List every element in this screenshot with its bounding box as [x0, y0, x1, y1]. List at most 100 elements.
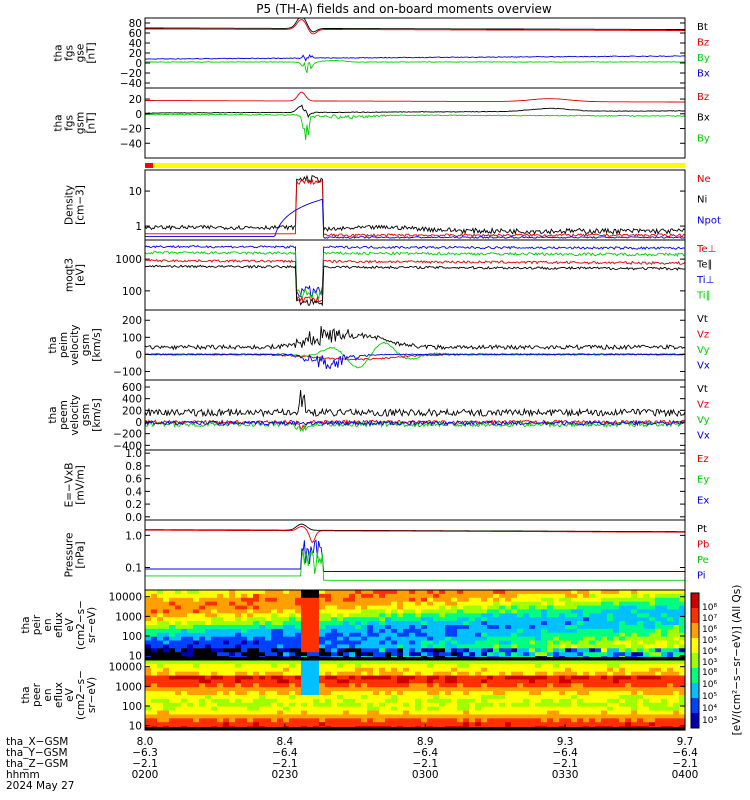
y-tick-label: 0.6: [125, 474, 142, 486]
spec-cell: [613, 722, 620, 727]
spec-cell: [337, 722, 344, 727]
y-tick-label: 0.1: [125, 563, 142, 575]
spec-cell: [565, 652, 572, 657]
spec-cell: [475, 695, 482, 700]
spec-cell: [661, 601, 668, 607]
spec-cell: [559, 663, 566, 669]
spec-cell: [613, 698, 620, 704]
spec-cell: [313, 644, 320, 649]
spec-cell: [523, 597, 530, 603]
spec-cell: [397, 663, 404, 669]
spec-cell: [361, 702, 368, 708]
y-axis-label: velocity: [69, 394, 81, 435]
spec-cell: [181, 593, 188, 599]
spec-cell: [265, 609, 272, 614]
spec-cell: [241, 675, 248, 681]
spec-cell: [637, 644, 644, 649]
spec-cell: [151, 706, 158, 712]
spec-cell: [397, 644, 404, 649]
spec-cell: [391, 714, 398, 719]
spec-cell: [553, 695, 560, 700]
spec-cell: [163, 601, 170, 607]
spec-cell: [415, 636, 422, 642]
spec-cell: [169, 679, 176, 684]
spec-cell: [151, 613, 158, 618]
spec-cell: [181, 644, 188, 649]
spec-cell: [367, 644, 374, 649]
spec-cell: [187, 679, 194, 684]
spec-cell: [145, 617, 152, 622]
spec-cell: [367, 671, 374, 677]
spec-cell: [409, 590, 416, 595]
spec-cell: [607, 663, 614, 669]
spec-cell: [349, 617, 356, 622]
spec-cell: [451, 660, 458, 665]
spec-cell: [163, 648, 170, 653]
spec-cell: [667, 632, 674, 638]
spec-cell: [517, 605, 524, 611]
spec-cell: [199, 660, 206, 665]
y-axis-label: gse: [75, 44, 87, 63]
spec-cell: [529, 706, 536, 712]
colorbar-tick: 10⁴: [702, 704, 717, 714]
spec-cell: [613, 621, 620, 626]
spec-cell: [577, 667, 584, 673]
spec-cell: [391, 636, 398, 642]
spec-cell: [319, 648, 326, 653]
spec-cell: [583, 695, 590, 700]
spec-cell: [283, 687, 290, 692]
spec-cell: [253, 601, 260, 607]
spec-cell: [451, 691, 458, 696]
spec-cell: [325, 714, 332, 719]
spec-cell: [307, 632, 314, 638]
spec-cell: [223, 652, 230, 657]
spec-cell: [403, 628, 410, 634]
spec-cell: [319, 597, 326, 603]
spec-cell: [379, 597, 386, 603]
spec-cell: [271, 593, 278, 599]
spec-cell: [229, 698, 236, 704]
spec-cell: [577, 605, 584, 611]
spec-cell: [145, 593, 152, 599]
spec-cell: [163, 679, 170, 684]
spec-cell: [547, 621, 554, 626]
spec-cell: [469, 652, 476, 657]
spec-cell: [523, 706, 530, 712]
spec-cell: [379, 648, 386, 653]
spec-cell: [601, 718, 608, 723]
spec-cell: [559, 714, 566, 719]
x-row-value: 0200: [132, 769, 159, 781]
spec-cell: [433, 632, 440, 638]
spec-cell: [211, 601, 218, 607]
plot-date: 2024 May 27: [6, 780, 74, 792]
y-axis-label: fgs: [64, 45, 76, 61]
spec-cell: [673, 660, 680, 665]
spec-cell: [475, 691, 482, 696]
spec-cell: [145, 687, 152, 692]
spec-cell: [541, 648, 548, 653]
spec-cell: [679, 706, 686, 712]
spec-cell: [385, 593, 392, 599]
plot-title: P5 (TH-A) fields and on-board moments ov…: [256, 2, 552, 16]
spec-cell: [487, 675, 494, 681]
spec-cell: [559, 648, 566, 653]
spec-cell: [577, 675, 584, 681]
spec-cell: [331, 671, 338, 677]
spec-cell: [145, 706, 152, 712]
spec-cell: [265, 632, 272, 638]
spec-cell: [151, 632, 158, 638]
spec-cell: [499, 660, 506, 665]
spec-cell: [577, 722, 584, 727]
spec-cell: [283, 617, 290, 622]
spec-cell: [397, 601, 404, 607]
spec-cell: [469, 698, 476, 704]
spec-cell: [181, 632, 188, 638]
spec-cell: [241, 687, 248, 692]
spec-cell: [613, 714, 620, 719]
spec-cell: [529, 718, 536, 723]
spec-cell: [451, 695, 458, 700]
spec-cell: [499, 605, 506, 611]
spec-cell: [679, 613, 686, 618]
spec-cell: [607, 706, 614, 712]
spec-cell: [637, 590, 644, 595]
